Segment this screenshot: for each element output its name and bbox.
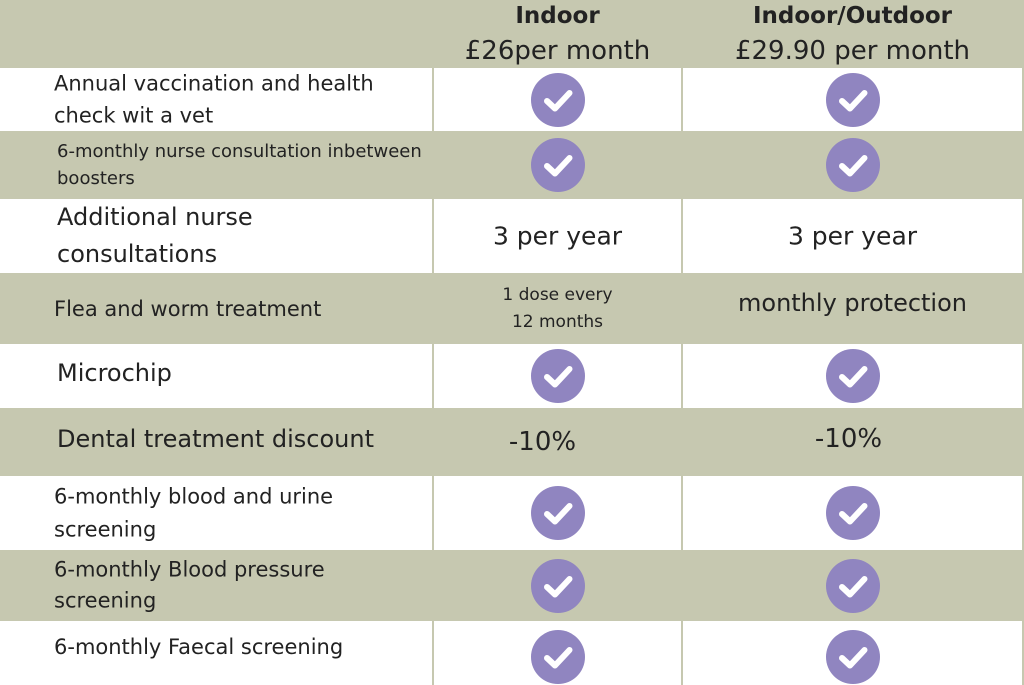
indoor-cell [434,344,681,408]
checkmark-circle-icon [530,349,585,403]
indoor-outdoor-value: monthly protection [738,288,967,317]
indoor-cell [434,550,681,621]
indoor-outdoor-cell [683,344,1022,408]
row-label: Dental treatment discount [57,424,375,453]
table-row: 6-monthly nurse consultation inbetween b… [0,131,1024,199]
header-indoor-outdoor: Indoor/Outdoor £29.90 per month [683,3,1022,66]
indoor-cell [434,621,681,685]
row-label: Additional nurse consultations [57,202,253,268]
checkmark-circle-icon [530,72,585,127]
row-label-cell: Dental treatment discount [0,408,432,476]
row-label-cell: Annual vaccination and health check wit … [0,68,432,131]
column-title-indoor: Indoor [515,3,600,29]
checkmark-circle-icon [825,138,880,192]
row-label: Annual vaccination and health check wit … [54,70,374,128]
row-label: 6-monthly nurse consultation inbetween b… [57,141,422,189]
indoor-outdoor-value: -10% [814,424,883,454]
indoor-outdoor-cell: 3 per year [683,199,1022,273]
row-label-cell: 6-monthly blood and urine screening [0,476,432,550]
indoor-value: -10% [508,427,577,457]
indoor-cell: 1 dose every 12 months [434,273,681,344]
row-label: 6-monthly Faecal screening [54,634,344,659]
table-row: 6-monthly blood and urine screening [0,476,1024,550]
indoor-outdoor-cell [683,476,1022,550]
row-label-cell: 6-monthly Blood pressure screening [0,550,432,621]
checkmark-circle-icon [825,72,880,127]
row-label-cell: Microchip [0,344,432,408]
row-label-cell: 6-monthly nurse consultation inbetween b… [0,131,432,199]
column-title-indoor-outdoor: Indoor/Outdoor [752,3,953,29]
indoor-cell: 3 per year [434,199,681,273]
checkmark-circle-icon [825,349,880,403]
checkmark-circle-icon [530,558,585,613]
indoor-outdoor-cell [683,68,1022,131]
row-label: 6-monthly blood and urine screening [54,484,334,541]
row-label-cell: 6-monthly Faecal screening [0,621,432,685]
row-label-cell: Flea and worm treatment [0,273,432,344]
checkmark-circle-icon [530,486,585,540]
indoor-cell [434,476,681,550]
table-row: 6-monthly Blood pressure screening [0,550,1024,621]
indoor-outdoor-cell: -10% [683,408,1022,476]
indoor-cell [434,131,681,199]
row-label-cell: Additional nurse consultations [0,199,432,273]
checkmark-circle-icon [530,138,585,192]
table-row: 6-monthly Faecal screening [0,621,1024,685]
indoor-outdoor-value: 3 per year [787,221,918,251]
row-label: Flea and worm treatment [54,296,322,321]
column-price-indoor-outdoor: £29.90 per month [734,36,971,66]
indoor-value: 1 dose every 12 months [502,284,613,332]
row-label: 6-monthly Blood pressure screening [54,557,325,613]
checkmark-circle-icon [825,558,880,613]
indoor-cell: -10% [434,408,681,476]
checkmark-circle-icon [825,486,880,540]
table-row: Annual vaccination and health check wit … [0,68,1024,131]
row-label: Microchip [57,358,172,387]
table-row: Flea and worm treatment 1 dose every 12 … [0,273,1024,344]
indoor-outdoor-cell [683,621,1022,685]
indoor-outdoor-cell: monthly protection [683,273,1022,344]
column-price-indoor: £26per month [464,36,651,66]
indoor-outdoor-cell [683,131,1022,199]
indoor-outdoor-cell [683,550,1022,621]
table-row: Microchip [0,344,1024,408]
indoor-cell [434,68,681,131]
table-row: Additional nurse consultations 3 per yea… [0,199,1024,273]
header-indoor: Indoor £26per month [434,3,681,66]
table-row: Dental treatment discount -10% -10% [0,408,1024,476]
checkmark-circle-icon [825,630,880,684]
checkmark-circle-icon [530,630,585,684]
indoor-value: 3 per year [492,221,623,251]
